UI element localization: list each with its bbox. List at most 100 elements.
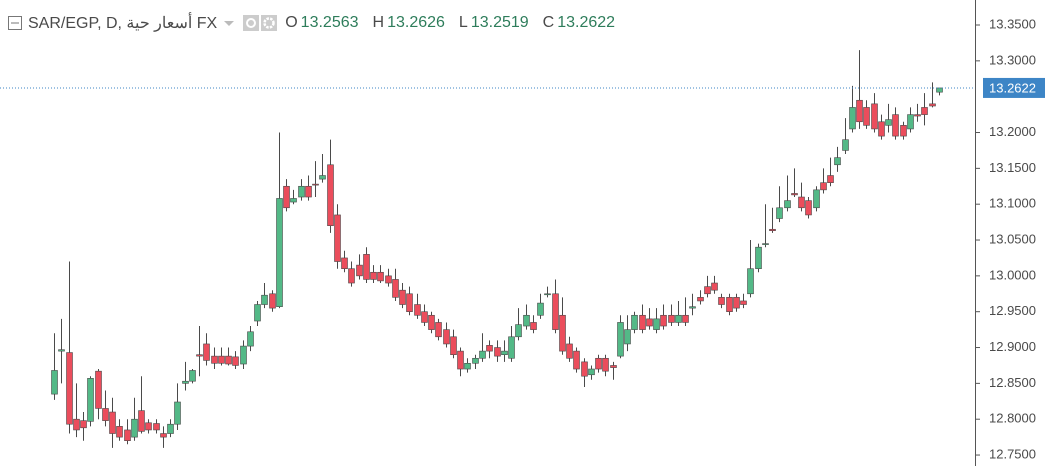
candle-body — [472, 357, 479, 364]
candle-body — [784, 200, 791, 209]
candle-body — [232, 356, 239, 366]
candle-body — [348, 268, 355, 284]
candle-body — [552, 293, 559, 330]
candle-body — [697, 297, 704, 302]
candle-body — [610, 365, 617, 368]
candle-body — [791, 193, 798, 196]
candle-body — [769, 228, 776, 232]
candle-body — [602, 357, 609, 372]
candle-body — [399, 289, 406, 305]
candle-body — [559, 314, 566, 352]
candle-body — [733, 297, 740, 309]
chart-title: SAR/EGP, D, أسعار حية FX — [28, 15, 218, 32]
candle-body — [544, 293, 551, 296]
settings-icons[interactable] — [243, 15, 278, 31]
candle-body — [269, 293, 276, 309]
candle-body — [718, 297, 725, 305]
y-tick-label: 13.1000 — [989, 196, 1036, 211]
candle-body — [443, 329, 450, 345]
candle-body — [80, 420, 87, 429]
y-tick-label: 13.1500 — [989, 160, 1036, 175]
candle-body — [501, 350, 508, 355]
candle-body — [747, 268, 754, 295]
candle-body — [124, 429, 131, 442]
candle-body — [827, 175, 834, 183]
candle-body — [566, 343, 573, 359]
candle-body — [863, 107, 870, 126]
candle-body — [914, 114, 921, 117]
candle-body — [450, 336, 457, 355]
candle-body — [668, 314, 675, 323]
candle-body — [298, 185, 305, 198]
candle-body — [581, 361, 588, 377]
candle-body — [377, 271, 384, 282]
candle-body — [871, 103, 878, 130]
candle-body — [319, 175, 326, 180]
candle-body — [58, 349, 65, 352]
candle-body — [211, 355, 218, 364]
y-tick-label: 12.9500 — [989, 303, 1036, 318]
candle-body — [907, 114, 914, 130]
candle-body — [653, 318, 660, 330]
candle-body — [109, 411, 116, 434]
candle-body — [167, 423, 174, 434]
candle-body — [805, 200, 812, 216]
candle-body — [682, 314, 689, 323]
candle-body — [247, 331, 254, 347]
candle-body — [523, 314, 530, 327]
candle-body — [776, 207, 783, 219]
candle-body — [660, 314, 667, 327]
candle-body — [762, 243, 769, 245]
candle-body — [428, 314, 435, 330]
candle-body — [153, 423, 160, 431]
candle-body — [116, 426, 123, 438]
candle-body — [892, 114, 899, 137]
candle-body — [138, 410, 145, 432]
candle-body — [798, 196, 805, 209]
candle-body — [276, 198, 283, 307]
candle-body — [740, 300, 747, 305]
y-tick-label: 12.8000 — [989, 411, 1036, 426]
chart-header: SAR/EGP, D, أسعار حية FX O 13.2563 H 13.26… — [8, 12, 629, 34]
candle-body — [160, 433, 167, 438]
dropdown-icon[interactable] — [223, 18, 235, 28]
ohlc-label: O — [285, 14, 298, 31]
candle-body — [675, 314, 682, 323]
candle-body — [261, 294, 268, 305]
candle-body — [631, 314, 638, 330]
candle-body — [704, 286, 711, 295]
candle-body — [51, 370, 58, 395]
candle-body — [813, 189, 820, 209]
candle-body — [726, 297, 733, 312]
candle-body — [312, 183, 319, 186]
candle-body — [711, 282, 718, 291]
candle-body — [363, 254, 370, 280]
candle-body — [921, 107, 928, 115]
candle-body — [464, 362, 471, 370]
candle-body — [479, 350, 486, 359]
candle-body — [849, 107, 856, 130]
candle-body — [885, 119, 892, 126]
candle-body — [327, 164, 334, 226]
candle-body — [573, 350, 580, 370]
candle-body — [290, 198, 297, 203]
candle-body — [370, 271, 377, 280]
candle-body — [457, 350, 464, 370]
candle-body — [646, 318, 653, 327]
collapse-icon[interactable] — [8, 16, 22, 30]
candle-body — [174, 401, 181, 425]
y-tick-label: 13.3000 — [989, 52, 1036, 67]
candle-body — [617, 322, 624, 357]
candle-body — [537, 302, 544, 316]
candle-body — [392, 279, 399, 298]
candle-body — [936, 87, 943, 93]
ohlc-label: H — [372, 14, 385, 31]
candle-body — [900, 125, 907, 137]
y-tick-label: 12.8500 — [989, 375, 1036, 390]
candle-body — [240, 345, 247, 365]
candle-body — [689, 306, 696, 309]
candle-body — [385, 275, 392, 284]
ohlc-label: C — [542, 14, 555, 31]
